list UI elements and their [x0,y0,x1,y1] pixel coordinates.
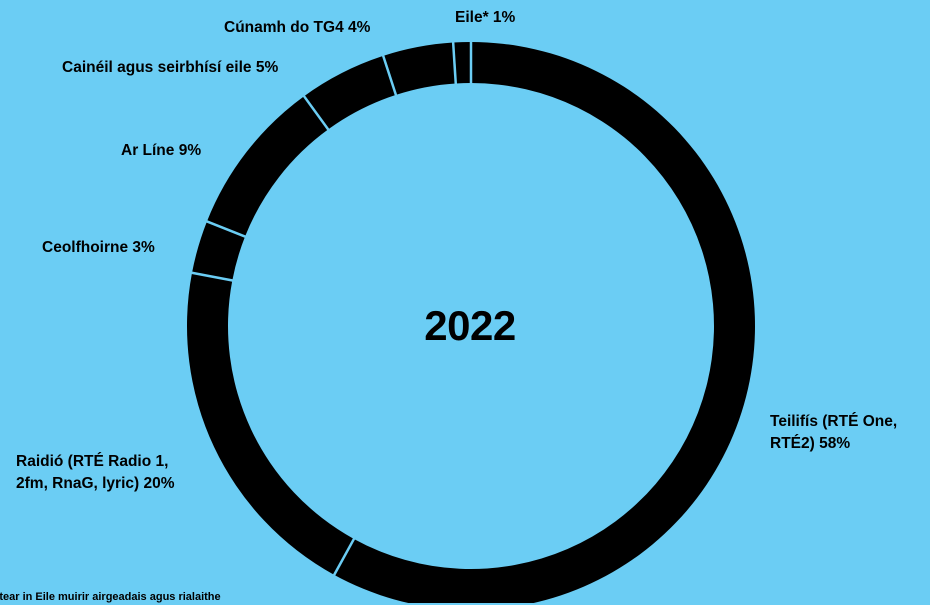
label-eile: Eile* 1% [455,7,515,29]
label-caineil: Cainéil agus seirbhísí eile 5% [62,57,278,79]
label-ar-line: Ar Líne 9% [121,140,201,162]
slice-separator-6 [451,41,458,85]
label-eile-line1: Eile* 1% [455,9,516,26]
label-teilifis: Teilifís (RTÉ One, RTÉ2) 58% [770,411,897,455]
label-caineil-line1: Cainéil agus seirbhísí eile 5% [62,59,279,76]
label-raidio: Raidió (RTÉ Radio 1, 2fm, RnaG, lyric) 2… [16,451,175,495]
label-ceolfhoirne: Ceolfhoirne 3% [42,237,155,259]
label-ar-line-line1: Ar Líne 9% [121,142,202,159]
label-teilifis-line1: Teilifís (RTÉ One, [770,413,898,430]
footnote: rítear in Eile muirir airgeadais agus ri… [0,591,221,603]
slice-separator-1 [332,537,356,577]
donut-slice-1 [186,272,354,575]
slice-separator-2 [190,271,234,282]
donut-slice-2 [192,221,246,281]
slice-separator-5 [381,54,398,97]
donut-slice-6 [453,42,471,84]
label-raidio-line1: Raidió (RTÉ Radio 1, [16,453,169,470]
label-teilifis-line2: RTÉ2) 58% [770,435,851,452]
chart-center-label: 2022 [424,302,516,349]
slice-separator-3 [205,219,247,239]
donut-slice-5 [383,42,456,95]
label-cunamh-tg4: Cúnamh do TG4 4% [224,17,370,39]
donut-slice-4 [304,55,396,130]
label-raidio-line2: 2fm, RnaG, lyric) 20% [16,475,175,492]
slice-separator-4 [302,94,330,131]
donut-slice-3 [206,96,329,237]
label-ceolfhoirne-line1: Ceolfhoirne 3% [42,239,155,256]
label-cunamh-tg4-line1: Cúnamh do TG4 4% [224,19,371,36]
